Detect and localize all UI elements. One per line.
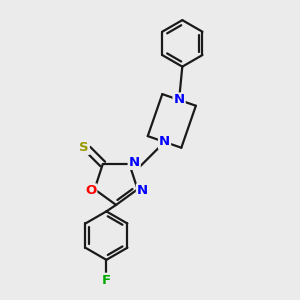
Text: N: N [137,184,148,197]
Text: N: N [159,135,170,148]
Text: S: S [79,141,89,154]
Text: N: N [129,156,140,169]
Text: O: O [85,184,96,197]
Text: N: N [173,93,184,106]
Text: F: F [102,274,111,287]
